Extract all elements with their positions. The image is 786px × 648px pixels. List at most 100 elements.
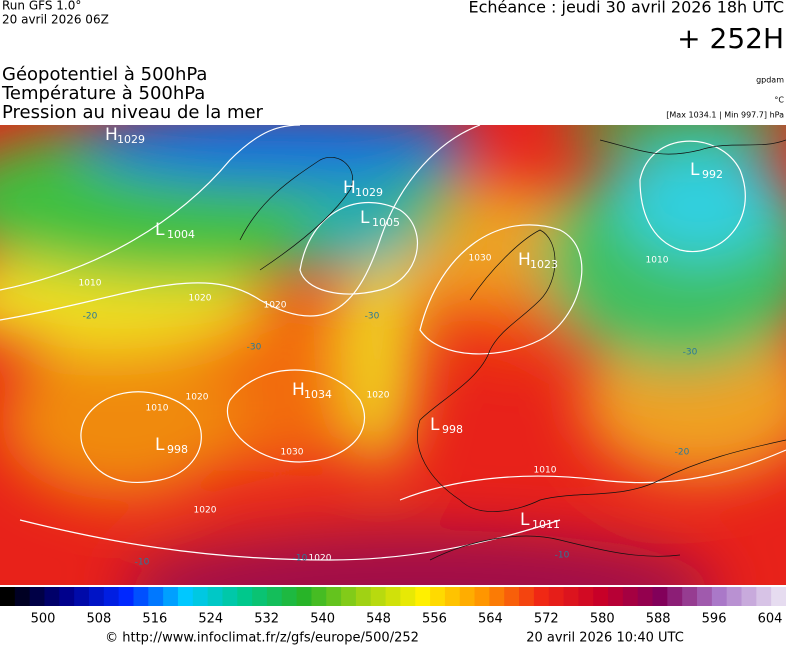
colorbar-tick-label: 588 — [646, 612, 671, 627]
colorbar-swatch — [459, 587, 476, 606]
colorbar-swatch — [355, 587, 372, 606]
unit-label: gpdam — [756, 76, 784, 85]
colorbar-swatch — [148, 587, 164, 606]
layer-label: Géopotentiel à 500hPa — [2, 64, 207, 85]
contour-label: -30 — [683, 348, 698, 358]
colorbar-swatch — [637, 587, 654, 606]
colorbar-tick-label: 564 — [478, 612, 503, 627]
colorbar-swatch — [504, 587, 520, 606]
colorbar-swatch — [222, 587, 238, 606]
colorbar-swatch — [519, 587, 535, 606]
colorbar-swatch — [682, 587, 698, 606]
colorbar — [0, 587, 786, 606]
pressure-value: 1023 — [530, 258, 558, 271]
pressure-letter: L — [430, 415, 440, 435]
pressure-letter: H — [105, 125, 118, 145]
colorbar-swatch — [474, 587, 490, 606]
colorbar-swatch — [667, 587, 683, 606]
colorbar-tick-label: 500 — [31, 612, 56, 627]
colorbar-tick-label: 540 — [310, 612, 335, 627]
pressure-letter: L — [155, 220, 165, 240]
colorbar-swatch — [415, 587, 431, 606]
pressure-value: 1011 — [532, 518, 560, 531]
colorbar-swatch — [444, 587, 461, 606]
contour-label: -10 — [293, 554, 308, 564]
colorbar-swatch — [118, 587, 134, 606]
unit-label: °C — [774, 96, 784, 105]
lead-time: + 252H — [677, 22, 784, 55]
colorbar-swatch — [771, 587, 786, 606]
colorbar-swatch — [103, 587, 120, 606]
colorbar-swatch — [296, 587, 312, 606]
contour-label: -30 — [247, 343, 262, 353]
pressure-value: 998 — [167, 443, 188, 456]
pressure-letter: L — [520, 510, 530, 530]
colorbar-tick-label: 604 — [758, 612, 783, 627]
coastlines — [239, 139, 786, 561]
colorbar-tick-label: 596 — [702, 612, 727, 627]
colorbar-swatch — [133, 587, 149, 606]
pressure-value: 1005 — [372, 216, 400, 229]
pressure-letter: H — [518, 250, 531, 270]
pressure-value: 1029 — [117, 133, 145, 146]
colorbar-tick-label: 572 — [534, 612, 559, 627]
colorbar-swatch — [741, 587, 757, 606]
colorbar-swatch — [44, 587, 60, 606]
contour-label: 1010 — [646, 256, 669, 266]
colorbar-swatch — [593, 587, 609, 606]
colorbar-swatch — [163, 587, 179, 606]
run-label: Run GFS 1.0° — [2, 0, 81, 13]
colorbar-swatch — [237, 587, 253, 606]
colorbar-tick-label: 516 — [142, 612, 167, 627]
contour-label: 1020 — [186, 393, 209, 403]
contour-label: -10 — [555, 551, 570, 561]
pressure-letter: L — [690, 160, 700, 180]
colorbar-swatch — [533, 587, 550, 606]
source-url: © http://www.infoclimat.fr/z/gfs/europe/… — [105, 631, 419, 646]
pressure-extremes: [Max 1034.1 | Min 997.7] hPa — [666, 111, 784, 120]
colorbar-swatch — [88, 587, 105, 606]
contour-label: -20 — [83, 312, 98, 322]
layer-label: Température à 500hPa — [1, 83, 205, 104]
colorbar-swatch — [726, 587, 743, 606]
contour-label: 1010 — [79, 279, 102, 289]
contour-label: 1030 — [281, 448, 304, 458]
colorbar-tick-label: 508 — [87, 612, 112, 627]
colorbar-swatch — [711, 587, 728, 606]
contour-label: 1010 — [534, 466, 557, 476]
contour-label: 1020 — [264, 301, 287, 311]
pressure-letter: L — [360, 208, 370, 228]
colorbar-swatch — [563, 587, 579, 606]
pressure-letter: L — [155, 435, 165, 455]
colorbar-swatch — [0, 587, 16, 606]
contour-label: -30 — [365, 312, 380, 322]
contour-label: 1010 — [146, 404, 169, 414]
colorbar-tick-label: 532 — [254, 612, 279, 627]
layer-label: Pression au niveau de la mer — [2, 102, 264, 123]
colorbar-tick-label: 548 — [366, 612, 391, 627]
pressure-value: 998 — [442, 423, 463, 436]
colorbar-swatch — [326, 587, 342, 606]
run-date: 20 avril 2026 06Z — [2, 13, 109, 27]
colorbar-swatch — [192, 587, 209, 606]
colorbar-swatch — [489, 587, 505, 606]
pressure-value: 1029 — [355, 186, 383, 199]
contour-label: 1030 — [469, 254, 492, 264]
contour-label: 1020 — [189, 294, 212, 304]
colorbar-swatch — [400, 587, 416, 606]
colorbar-swatch — [252, 587, 268, 606]
colorbar-swatch — [74, 587, 90, 606]
colorbar-swatch — [311, 587, 327, 606]
pressure-value: 1004 — [167, 228, 195, 241]
colorbar-swatch — [266, 587, 283, 606]
colorbar-swatch — [652, 587, 668, 606]
colorbar-swatch — [622, 587, 639, 606]
pressure-letter: H — [292, 380, 305, 400]
colorbar-tick-label: 524 — [198, 612, 223, 627]
forecast-time: Echéance : jeudi 30 avril 2026 18h UTC — [468, 0, 784, 17]
colorbar-swatch — [29, 587, 45, 606]
contour-label: -10 — [135, 558, 150, 568]
contour-label: 1020 — [309, 554, 332, 564]
colorbar-swatch — [341, 587, 357, 606]
